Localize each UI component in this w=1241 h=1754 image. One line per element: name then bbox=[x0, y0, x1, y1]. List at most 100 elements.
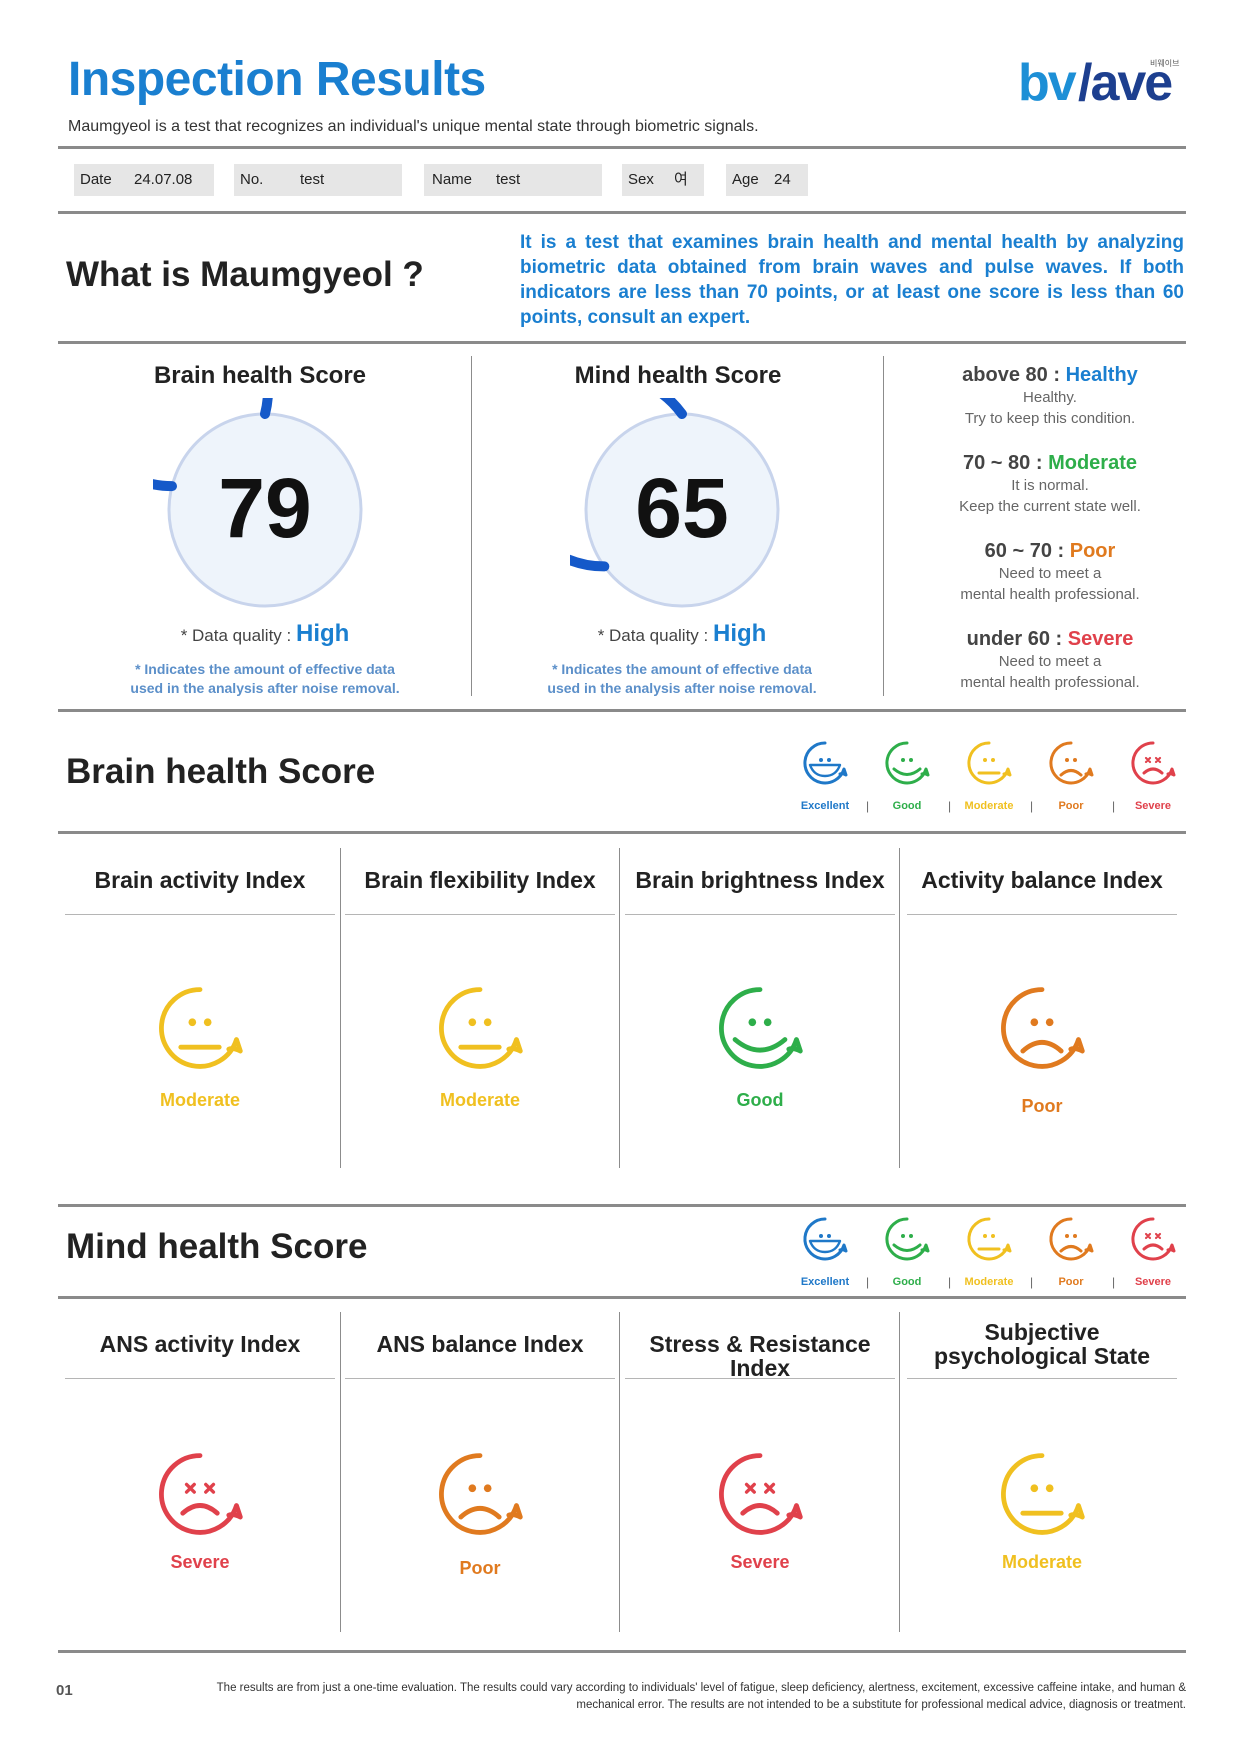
score-legend: above 80 : Healthy Healthy. Try to keep … bbox=[900, 364, 1200, 716]
column-divider bbox=[340, 848, 341, 1168]
index-title: Brain activity Index bbox=[94, 867, 306, 893]
mind-score-title: Mind health Score bbox=[574, 362, 782, 389]
index-title: ANS balance Index bbox=[376, 1331, 584, 1357]
column-divider bbox=[899, 1312, 900, 1632]
scale-label: Good bbox=[892, 1276, 922, 1288]
index-result: Moderate bbox=[159, 1090, 240, 1110]
moderate-face-icon bbox=[152, 980, 248, 1081]
scale-separator: | bbox=[1112, 1275, 1116, 1289]
divider bbox=[58, 146, 1186, 149]
severe-face-icon bbox=[152, 1446, 248, 1547]
scale-label: Severe bbox=[1134, 1276, 1172, 1288]
index-title: Brain brightness Index bbox=[635, 867, 885, 893]
divider bbox=[58, 1204, 1186, 1207]
logo-small-text: 비웨이브 bbox=[1150, 59, 1180, 68]
brain-quality-note: * Indicates the amount of effective data… bbox=[130, 661, 400, 696]
index-result: Good bbox=[736, 1090, 784, 1110]
scale-label: Excellent bbox=[800, 800, 850, 812]
brain-score-title: Brain health Score bbox=[153, 362, 367, 389]
scale-separator: | bbox=[866, 1275, 870, 1289]
number-field: No. test bbox=[234, 164, 402, 196]
poor-face-icon bbox=[432, 1446, 528, 1547]
scale-separator: | bbox=[866, 799, 870, 813]
divider bbox=[58, 1650, 1186, 1653]
index-title: Subjective psychological State bbox=[933, 1319, 1150, 1369]
legend-item: 70 ~ 80 : Moderate It is normal. Keep th… bbox=[959, 452, 1141, 515]
index-underline bbox=[345, 914, 615, 915]
index-underline bbox=[625, 914, 895, 915]
index-result: Severe bbox=[170, 1552, 230, 1572]
what-is-description: It is a test that examines brain health … bbox=[520, 232, 1184, 328]
scale-label: Excellent bbox=[800, 1276, 850, 1288]
severe-face-icon bbox=[1128, 738, 1178, 793]
age-field: Age 24 bbox=[726, 164, 808, 196]
index-title: Activity balance Index bbox=[921, 867, 1163, 893]
mind-section-title: Mind health Score bbox=[66, 1227, 368, 1266]
brain-score-gauge bbox=[153, 398, 363, 608]
scale-separator: | bbox=[1030, 1275, 1034, 1289]
good-face-icon bbox=[882, 738, 932, 793]
bwave-logo: bv /ave bbox=[1018, 54, 1174, 110]
moderate-face-icon bbox=[964, 1214, 1014, 1269]
index-underline bbox=[65, 1378, 335, 1379]
page-number: 01 bbox=[56, 1682, 73, 1699]
gauge-background bbox=[586, 414, 778, 606]
date-field: Date 24.07.08 bbox=[74, 164, 214, 196]
good-face-icon bbox=[882, 1214, 932, 1269]
severe-face-icon bbox=[1128, 1214, 1178, 1269]
scale-label: Moderate bbox=[964, 1276, 1014, 1288]
index-title: ANS activity Index bbox=[99, 1331, 301, 1357]
sex-field: Sex 여 bbox=[622, 164, 704, 196]
excellent-face-icon bbox=[800, 738, 850, 793]
mind-score-value: 65 bbox=[635, 461, 729, 555]
divider bbox=[58, 831, 1186, 834]
page-subtitle: Maumgyeol is a test that recognizes an i… bbox=[68, 118, 759, 135]
good-face-icon bbox=[712, 980, 808, 1081]
index-underline bbox=[907, 914, 1177, 915]
index-title: Stress & Resistance Index bbox=[649, 1331, 871, 1381]
column-divider bbox=[340, 1312, 341, 1632]
divider bbox=[58, 211, 1186, 214]
moderate-face-icon bbox=[432, 980, 528, 1081]
legend-item: under 60 : Severe Need to meet a mental … bbox=[960, 628, 1140, 691]
poor-face-icon bbox=[1046, 738, 1096, 793]
index-result: Moderate bbox=[439, 1090, 520, 1110]
scale-label: Good bbox=[892, 800, 922, 812]
mind-score-gauge bbox=[570, 398, 780, 608]
column-divider bbox=[619, 1312, 620, 1632]
brain-section-title: Brain health Score bbox=[66, 752, 376, 791]
brain-score-value: 79 bbox=[218, 461, 312, 555]
scale-separator: | bbox=[948, 799, 952, 813]
moderate-face-icon bbox=[994, 1446, 1090, 1547]
divider bbox=[58, 341, 1186, 344]
column-divider bbox=[883, 356, 884, 696]
index-result: Poor bbox=[1021, 1096, 1063, 1116]
divider bbox=[58, 709, 1186, 712]
excellent-face-icon bbox=[800, 1214, 850, 1269]
divider bbox=[58, 1296, 1186, 1299]
index-result: Moderate bbox=[1001, 1552, 1082, 1572]
svg-text:bv: bv bbox=[1018, 54, 1077, 110]
index-title: Brain flexibility Index bbox=[364, 867, 596, 893]
column-divider bbox=[899, 848, 900, 1168]
scale-separator: | bbox=[948, 1275, 952, 1289]
column-divider bbox=[619, 848, 620, 1168]
index-underline bbox=[625, 1378, 895, 1379]
mind-data-quality: * Data quality : High bbox=[597, 620, 767, 647]
legend-item: above 80 : Healthy Healthy. Try to keep … bbox=[962, 364, 1138, 427]
name-field: Name test bbox=[424, 164, 602, 196]
scale-label: Moderate bbox=[964, 800, 1014, 812]
severe-face-icon bbox=[712, 1446, 808, 1547]
disclaimer: The results are from just a one-time eva… bbox=[216, 1682, 1186, 1711]
poor-face-icon bbox=[994, 980, 1090, 1081]
poor-face-icon bbox=[1046, 1214, 1096, 1269]
gauge-background bbox=[169, 414, 361, 606]
what-is-title: What is Maumgyeol ? bbox=[66, 255, 424, 294]
brain-data-quality: * Data quality : High bbox=[180, 620, 350, 647]
moderate-face-icon bbox=[964, 738, 1014, 793]
legend-item: 60 ~ 70 : Poor Need to meet a mental hea… bbox=[960, 540, 1140, 603]
mind-quality-note: * Indicates the amount of effective data… bbox=[547, 661, 817, 696]
scale-label: Poor bbox=[1058, 1276, 1084, 1288]
svg-text:/ave: /ave bbox=[1078, 54, 1172, 110]
column-divider bbox=[471, 356, 472, 696]
